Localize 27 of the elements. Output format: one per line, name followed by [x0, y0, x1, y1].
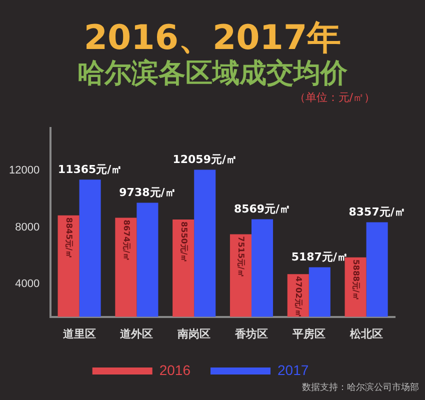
- data-label: 7515元/㎡: [236, 236, 246, 278]
- data-label: 8845元/㎡: [64, 217, 74, 259]
- data-label: 5187元/㎡: [291, 250, 348, 264]
- x-tick-label: 道外区: [119, 327, 154, 340]
- x-tick-label: 香坊区: [234, 327, 268, 340]
- data-label: 8357元/㎡: [348, 206, 406, 219]
- legend-label: 2017: [278, 362, 309, 378]
- data-label: 9738元/㎡: [119, 186, 176, 200]
- y-tick-label: 8000: [15, 221, 40, 234]
- y-tick-label: 12000: [8, 164, 40, 177]
- y-tick-label: 4000: [15, 278, 40, 290]
- data-label: 8674元/㎡: [122, 220, 131, 261]
- data-label: 12059元/㎡: [172, 153, 238, 166]
- data-label: 8569元/㎡: [234, 202, 291, 216]
- data-label: 5888元/㎡: [351, 259, 360, 301]
- text: 数据支持：哈尔滨公司市场部: [302, 382, 419, 394]
- text: （单位：元/㎡）: [293, 90, 376, 106]
- data-label: 4702元/㎡: [294, 276, 304, 318]
- x-tick-label: 平房区: [291, 327, 326, 340]
- x-tick-label: 南岗区: [176, 327, 211, 340]
- chart-title: 2016、2017年: [82, 18, 342, 58]
- x-tick-label: 松北区: [348, 327, 383, 340]
- data-label: 8550元/㎡: [179, 222, 188, 263]
- legend-label: 2016: [159, 362, 191, 378]
- data-label: 11365元/㎡: [58, 162, 122, 176]
- x-tick-label: 道里区: [62, 327, 96, 340]
- chart-subtitle: 哈尔滨各区域成交均价: [76, 58, 348, 90]
